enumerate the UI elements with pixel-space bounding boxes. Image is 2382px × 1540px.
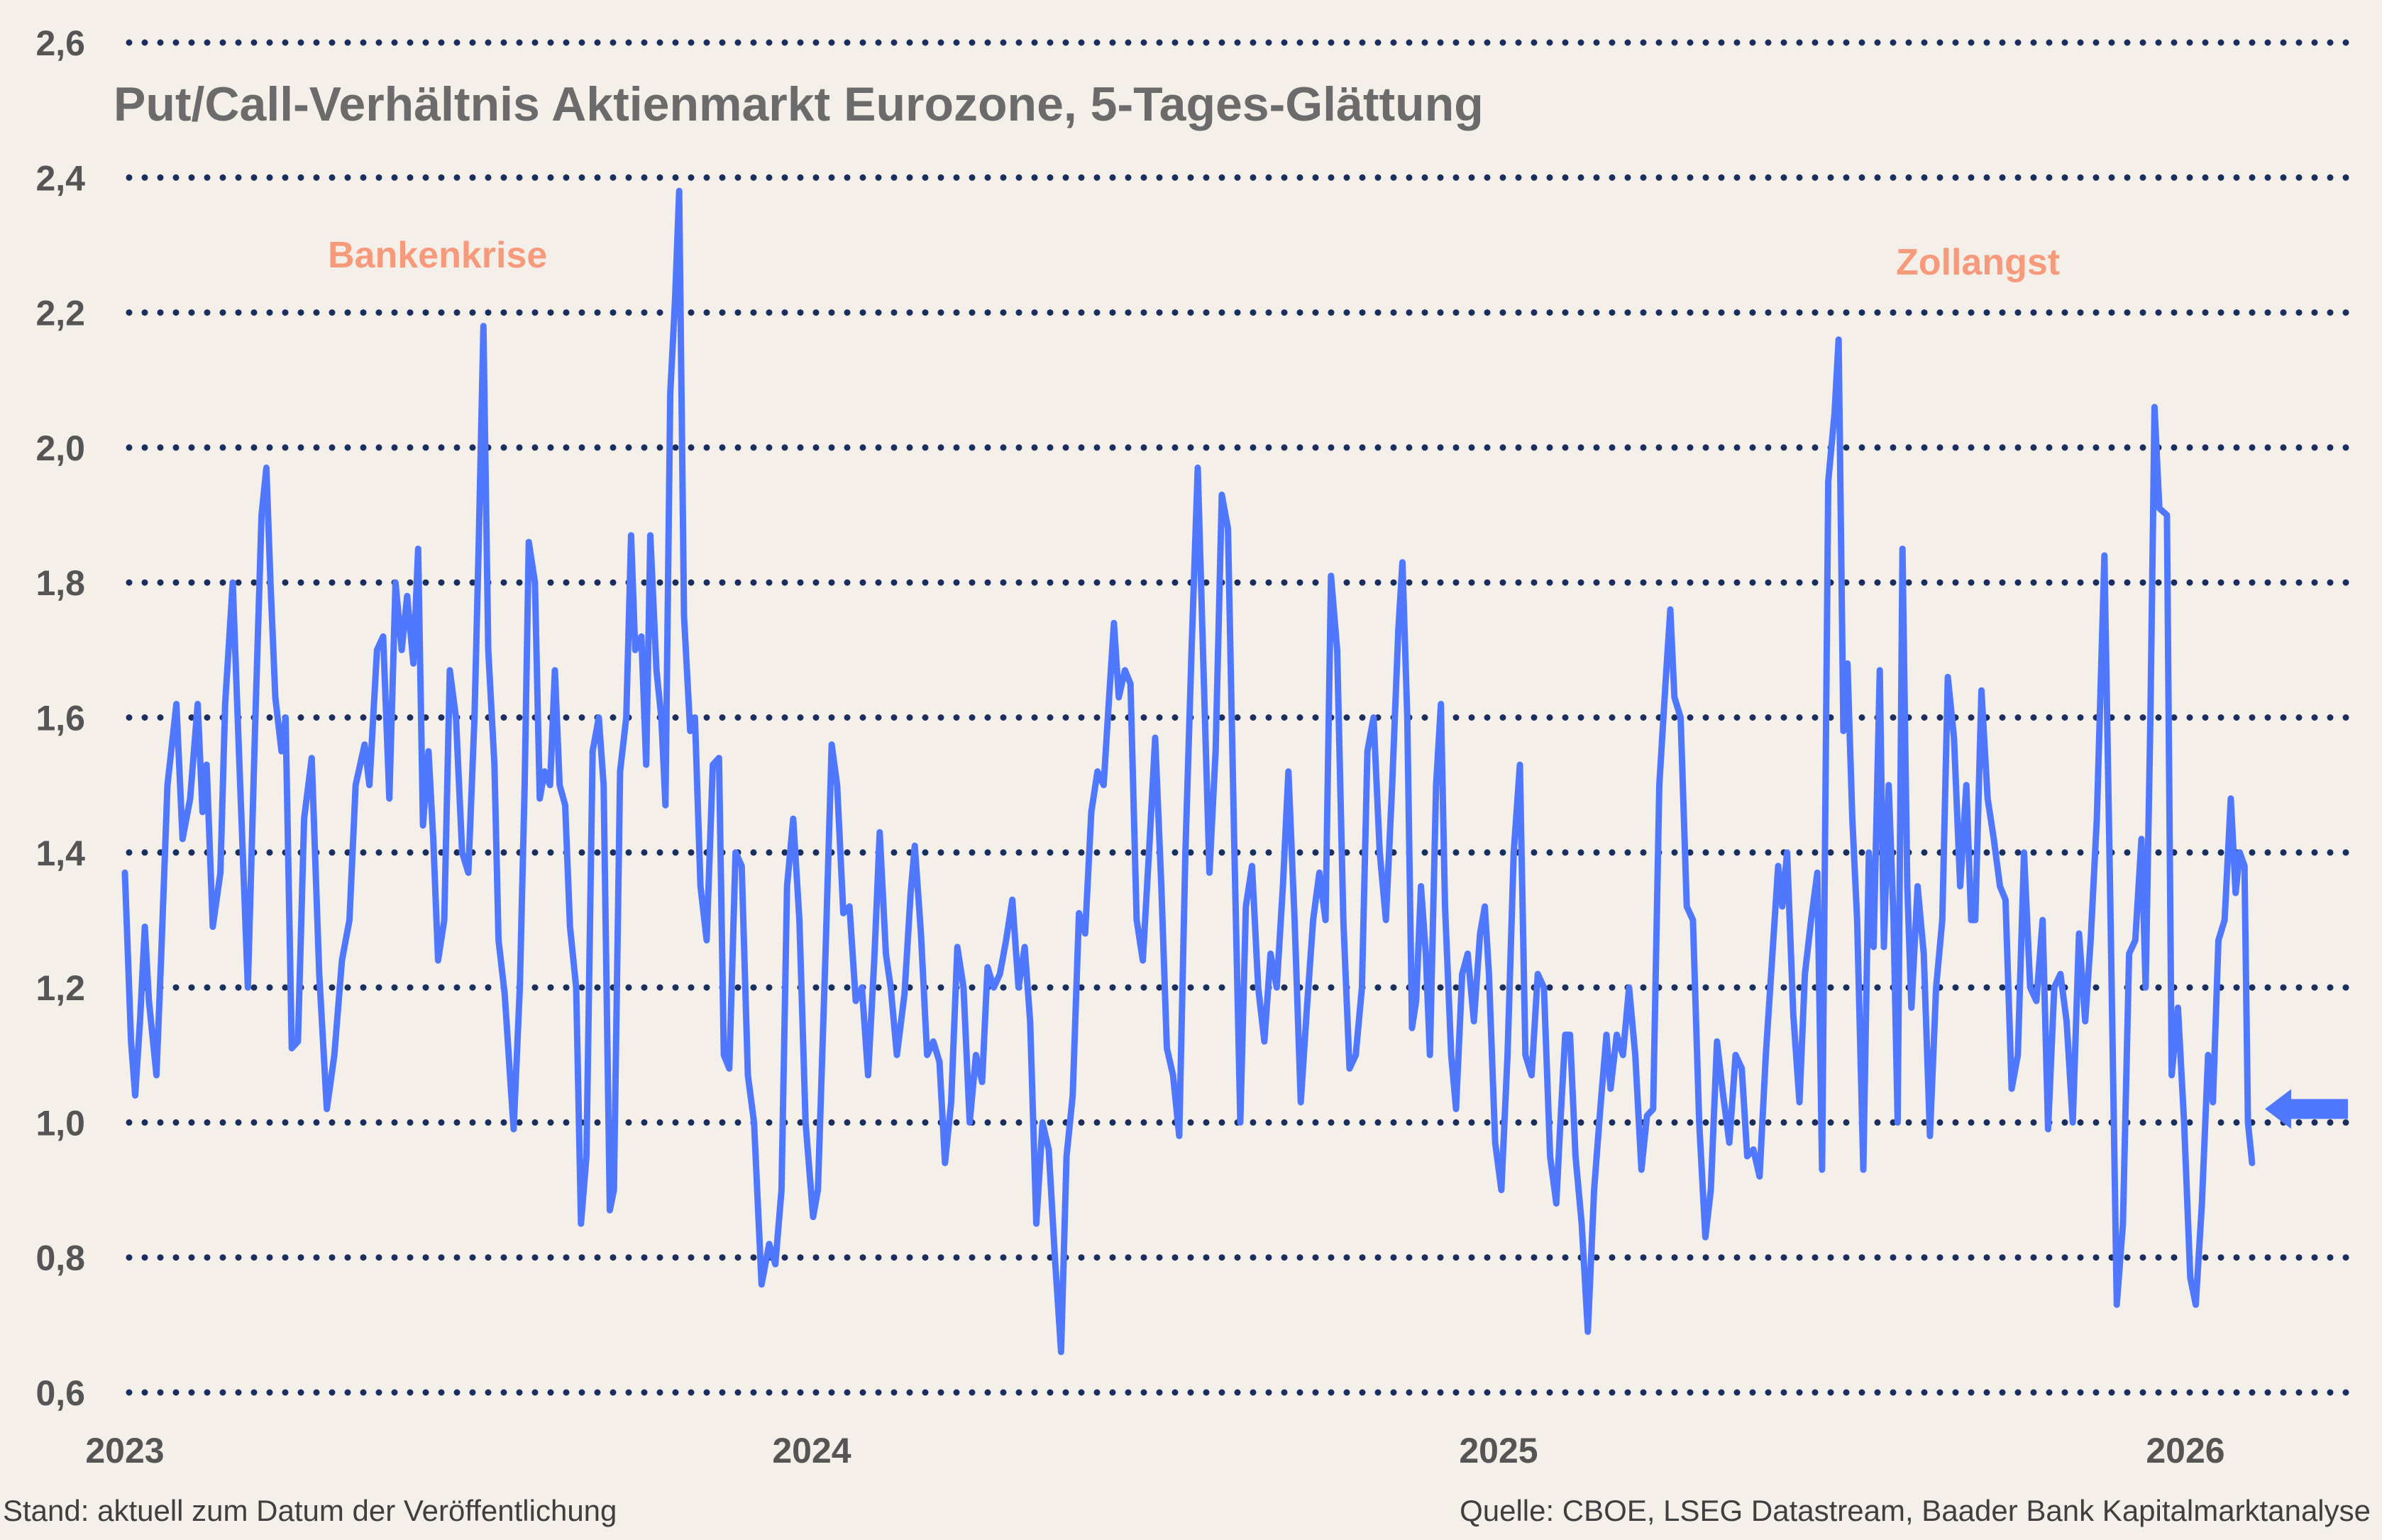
y-axis-ticks: 0,6 0,8 1,0 1,2 1,4 1,6 1,8 2,0 2,2 2,4 2,6 [35, 23, 85, 1413]
x-axis-ticks: 2023 2024 2025 2026 [85, 1431, 2224, 1470]
chart-title: Put/Call-Verhältnis Aktienmarkt Eurozone… [114, 77, 1484, 131]
arrow-left-icon [2265, 1089, 2348, 1129]
annotation-bankenkrise: Bankenkrise [328, 235, 548, 276]
y-tick-label: 0,6 [35, 1373, 85, 1413]
x-tick-label: 2023 [85, 1431, 164, 1470]
x-tick-label: 2024 [772, 1431, 851, 1470]
y-tick-label: 2,6 [35, 23, 85, 63]
footer-source: Quelle: CBOE, LSEG Datastream, Baader Ba… [1460, 1494, 2371, 1527]
y-tick-label: 2,2 [35, 294, 85, 333]
y-tick-label: 0,8 [35, 1239, 85, 1278]
y-tick-label: 1,8 [35, 563, 85, 603]
y-tick-label: 2,4 [35, 158, 85, 198]
y-tick-label: 1,2 [35, 968, 85, 1008]
y-tick-label: 1,6 [35, 699, 85, 738]
x-tick-label: 2026 [2146, 1431, 2224, 1470]
y-tick-label: 2,0 [35, 428, 85, 468]
footer-stand: Stand: aktuell zum Datum der Veröffentli… [3, 1494, 617, 1527]
y-tick-label: 1,4 [35, 833, 85, 873]
x-tick-label: 2025 [1459, 1431, 1538, 1470]
annotation-zollangst: Zollangst [1896, 242, 2061, 283]
y-tick-label: 1,0 [35, 1103, 85, 1143]
series-line [121, 187, 2256, 1356]
